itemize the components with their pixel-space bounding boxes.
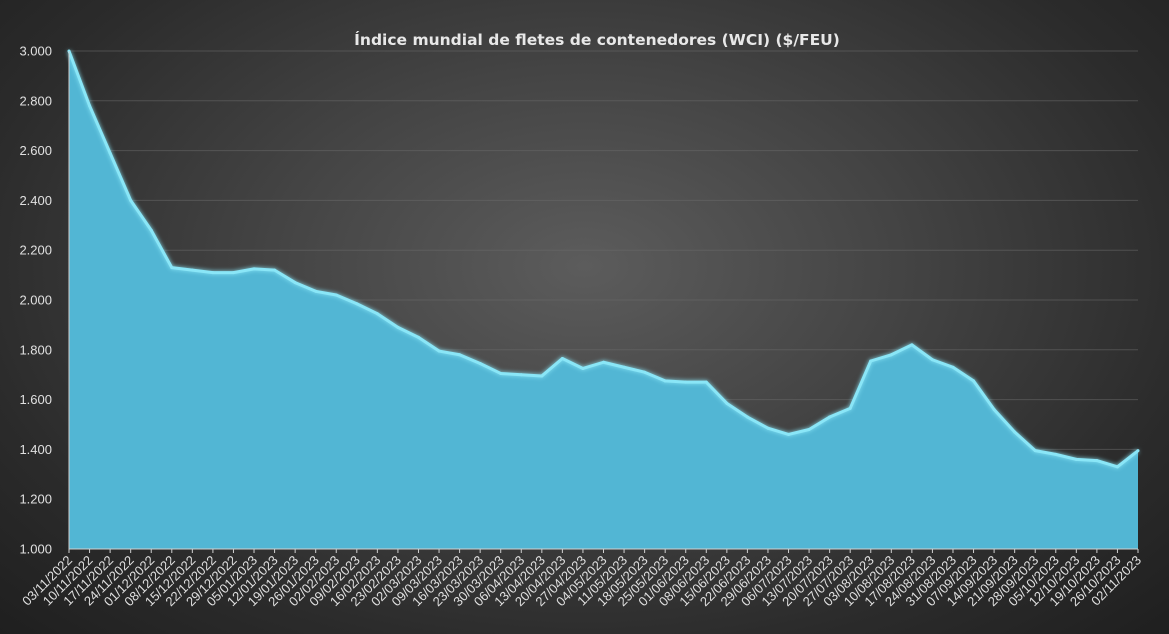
- data-point: [704, 380, 708, 384]
- data-point: [828, 415, 832, 419]
- data-point: [108, 151, 112, 155]
- data-point: [684, 380, 688, 384]
- area-series: [67, 49, 1140, 549]
- data-point: [1013, 430, 1017, 434]
- data-point: [992, 408, 996, 412]
- data-point: [149, 228, 153, 232]
- y-tick-label: 1.600: [19, 392, 52, 407]
- data-point: [972, 379, 976, 383]
- data-point: [355, 302, 359, 306]
- data-point: [889, 353, 893, 357]
- y-tick-label: 2.600: [19, 143, 52, 158]
- data-point: [745, 415, 749, 419]
- data-point: [519, 373, 523, 377]
- data-point: [869, 359, 873, 363]
- data-point: [1033, 449, 1037, 453]
- data-point: [602, 360, 605, 364]
- data-point: [231, 271, 235, 275]
- x-axis: 03/11/202210/11/202217/11/202224/11/2022…: [19, 548, 1144, 609]
- data-point: [458, 353, 462, 357]
- data-point: [375, 312, 379, 316]
- data-point: [1095, 459, 1099, 463]
- area-fill: [69, 51, 1138, 549]
- data-point: [766, 426, 770, 430]
- data-point: [1074, 457, 1078, 461]
- data-point: [190, 268, 194, 272]
- data-point: [437, 349, 441, 353]
- data-point: [787, 432, 791, 436]
- data-point: [499, 371, 503, 375]
- data-point: [807, 427, 811, 431]
- data-point: [622, 365, 626, 369]
- data-point: [416, 335, 420, 339]
- data-point: [211, 271, 215, 275]
- chart-title: Índice mundial de fletes de contenedores…: [354, 30, 840, 49]
- data-point: [273, 268, 277, 272]
- y-tick-label: 2.200: [19, 243, 52, 258]
- y-tick-label: 1.800: [19, 342, 52, 357]
- data-point: [725, 401, 729, 405]
- data-point: [643, 370, 647, 374]
- y-tick-label: 3.000: [19, 44, 52, 59]
- data-point: [88, 104, 92, 108]
- data-point: [540, 374, 544, 378]
- y-tick-label: 2.000: [19, 293, 52, 308]
- data-point: [129, 198, 133, 202]
- data-point: [252, 267, 256, 271]
- y-tick-label: 1.200: [19, 492, 52, 507]
- data-point: [334, 293, 338, 297]
- y-tick-label: 1.400: [19, 442, 52, 457]
- data-point: [581, 366, 585, 370]
- data-point: [170, 266, 174, 270]
- data-point: [293, 281, 297, 285]
- data-point: [1054, 452, 1058, 456]
- data-point: [848, 406, 852, 410]
- y-tick-label: 1.000: [19, 542, 52, 557]
- y-tick-label: 2.400: [19, 193, 52, 208]
- y-tick-label: 2.800: [19, 93, 52, 108]
- data-point: [663, 379, 667, 383]
- data-point: [396, 325, 400, 329]
- data-point: [930, 358, 934, 362]
- data-point: [1136, 449, 1140, 453]
- data-point: [1115, 465, 1119, 469]
- data-point: [910, 343, 914, 347]
- data-point: [478, 362, 482, 365]
- data-point: [314, 289, 318, 293]
- y-axis: 1.000 1.200 1.400 1.600 1.800 2.000 2.200 2.400…: [19, 44, 70, 557]
- data-point: [951, 365, 955, 369]
- data-point: [560, 357, 564, 361]
